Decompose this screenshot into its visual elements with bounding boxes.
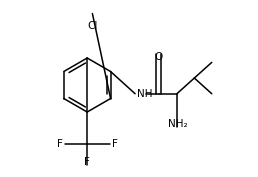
Text: NH: NH [137,89,152,99]
Text: F: F [84,157,90,167]
Text: F: F [111,139,117,149]
Text: F: F [57,139,63,149]
Text: Cl: Cl [87,21,98,31]
Text: NH₂: NH₂ [168,119,188,129]
Text: O: O [155,52,163,62]
